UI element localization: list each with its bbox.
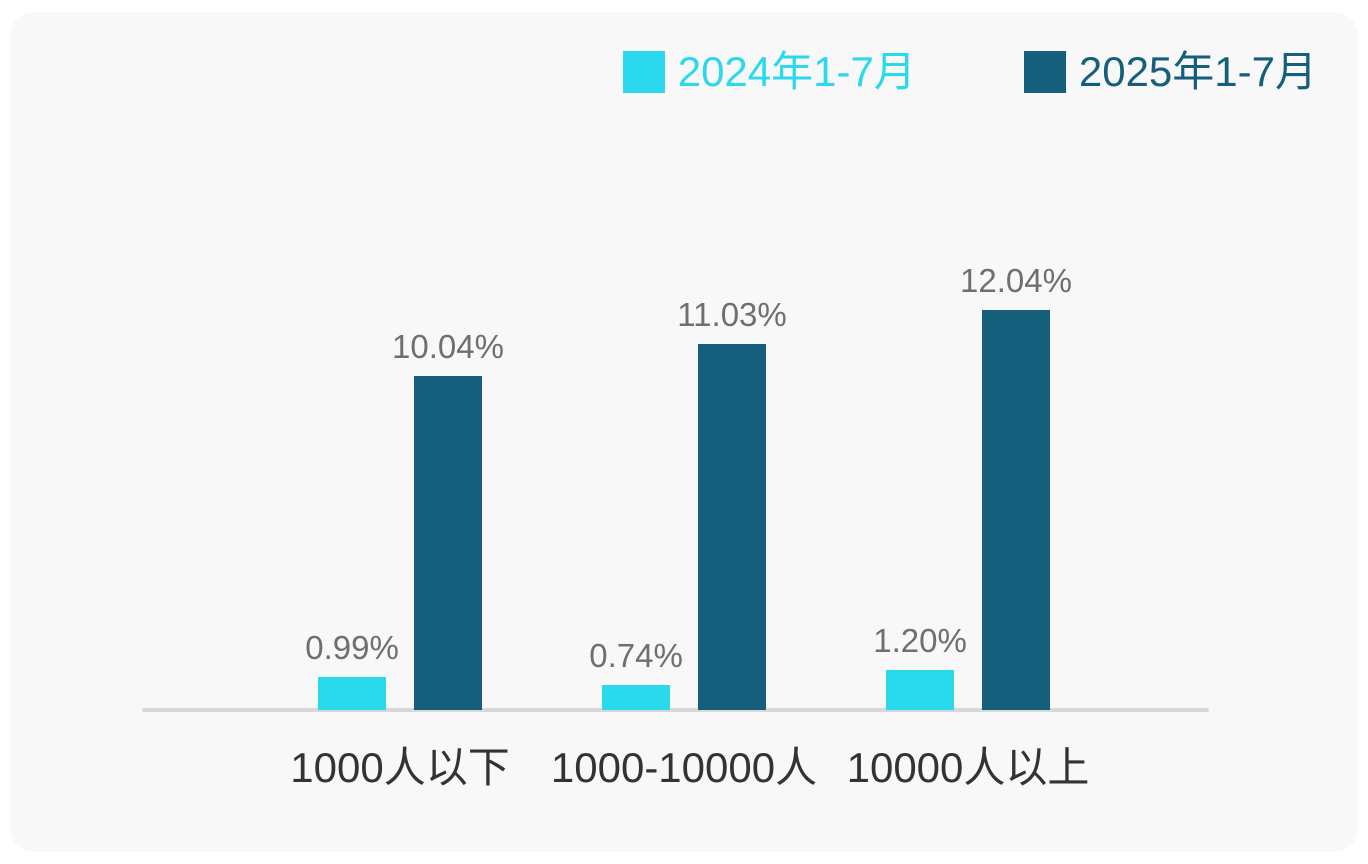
legend-swatch-2024 <box>622 51 665 93</box>
legend-item-2025: 2025年1-7月 <box>1023 48 1317 95</box>
bar-groups: 0.99% 10.04% 0.74% 11.03% 1.20% 12.04% <box>10 12 1358 710</box>
bar-column: 10.04% <box>392 328 504 710</box>
bar <box>414 376 482 710</box>
bar-value-label: 0.99% <box>305 629 399 666</box>
bar-value-label: 12.04% <box>960 262 1072 299</box>
legend-label-2025: 2025年1-7月 <box>1078 48 1317 95</box>
bar-column: 0.99% <box>305 629 399 710</box>
legend-swatch-2025 <box>1023 51 1066 93</box>
bar <box>602 685 670 710</box>
legend-label-2024: 2024年1-7月 <box>677 48 916 95</box>
x-axis-line <box>142 708 1209 712</box>
bar <box>982 310 1050 710</box>
chart-card: 2024年1-7月 2025年1-7月 0.99% 10.04% 0.74% 11.0… <box>10 12 1358 852</box>
legend-item-2024: 2024年1-7月 <box>622 48 916 95</box>
bar-group: 0.74% 11.03% <box>589 296 787 710</box>
bar-group: 0.99% 10.04% <box>305 328 504 710</box>
category-label: 1000人以下 <box>290 744 510 791</box>
bar <box>698 344 766 710</box>
category-label: 1000-10000人 <box>550 744 818 791</box>
category-labels: 1000人以下 1000-10000人 10000人以上 <box>10 742 1358 795</box>
plot-area: 0.99% 10.04% 0.74% 11.03% 1.20% 12.04% 1000人以… <box>10 12 1358 852</box>
bar-column: 12.04% <box>960 262 1072 710</box>
bar <box>886 670 954 710</box>
chart-legend: 2024年1-7月 2025年1-7月 <box>622 48 1317 95</box>
bar <box>318 677 386 710</box>
bar-value-label: 0.74% <box>589 637 683 674</box>
bar-column: 0.74% <box>589 637 683 710</box>
bar-column: 1.20% <box>873 622 967 710</box>
category-label: 10000人以上 <box>846 744 1090 791</box>
bar-column: 11.03% <box>677 296 787 710</box>
bar-value-label: 11.03% <box>677 296 787 333</box>
bar-value-label: 10.04% <box>392 328 504 365</box>
bar-value-label: 1.20% <box>873 622 967 659</box>
bar-group: 1.20% 12.04% <box>873 262 1072 710</box>
